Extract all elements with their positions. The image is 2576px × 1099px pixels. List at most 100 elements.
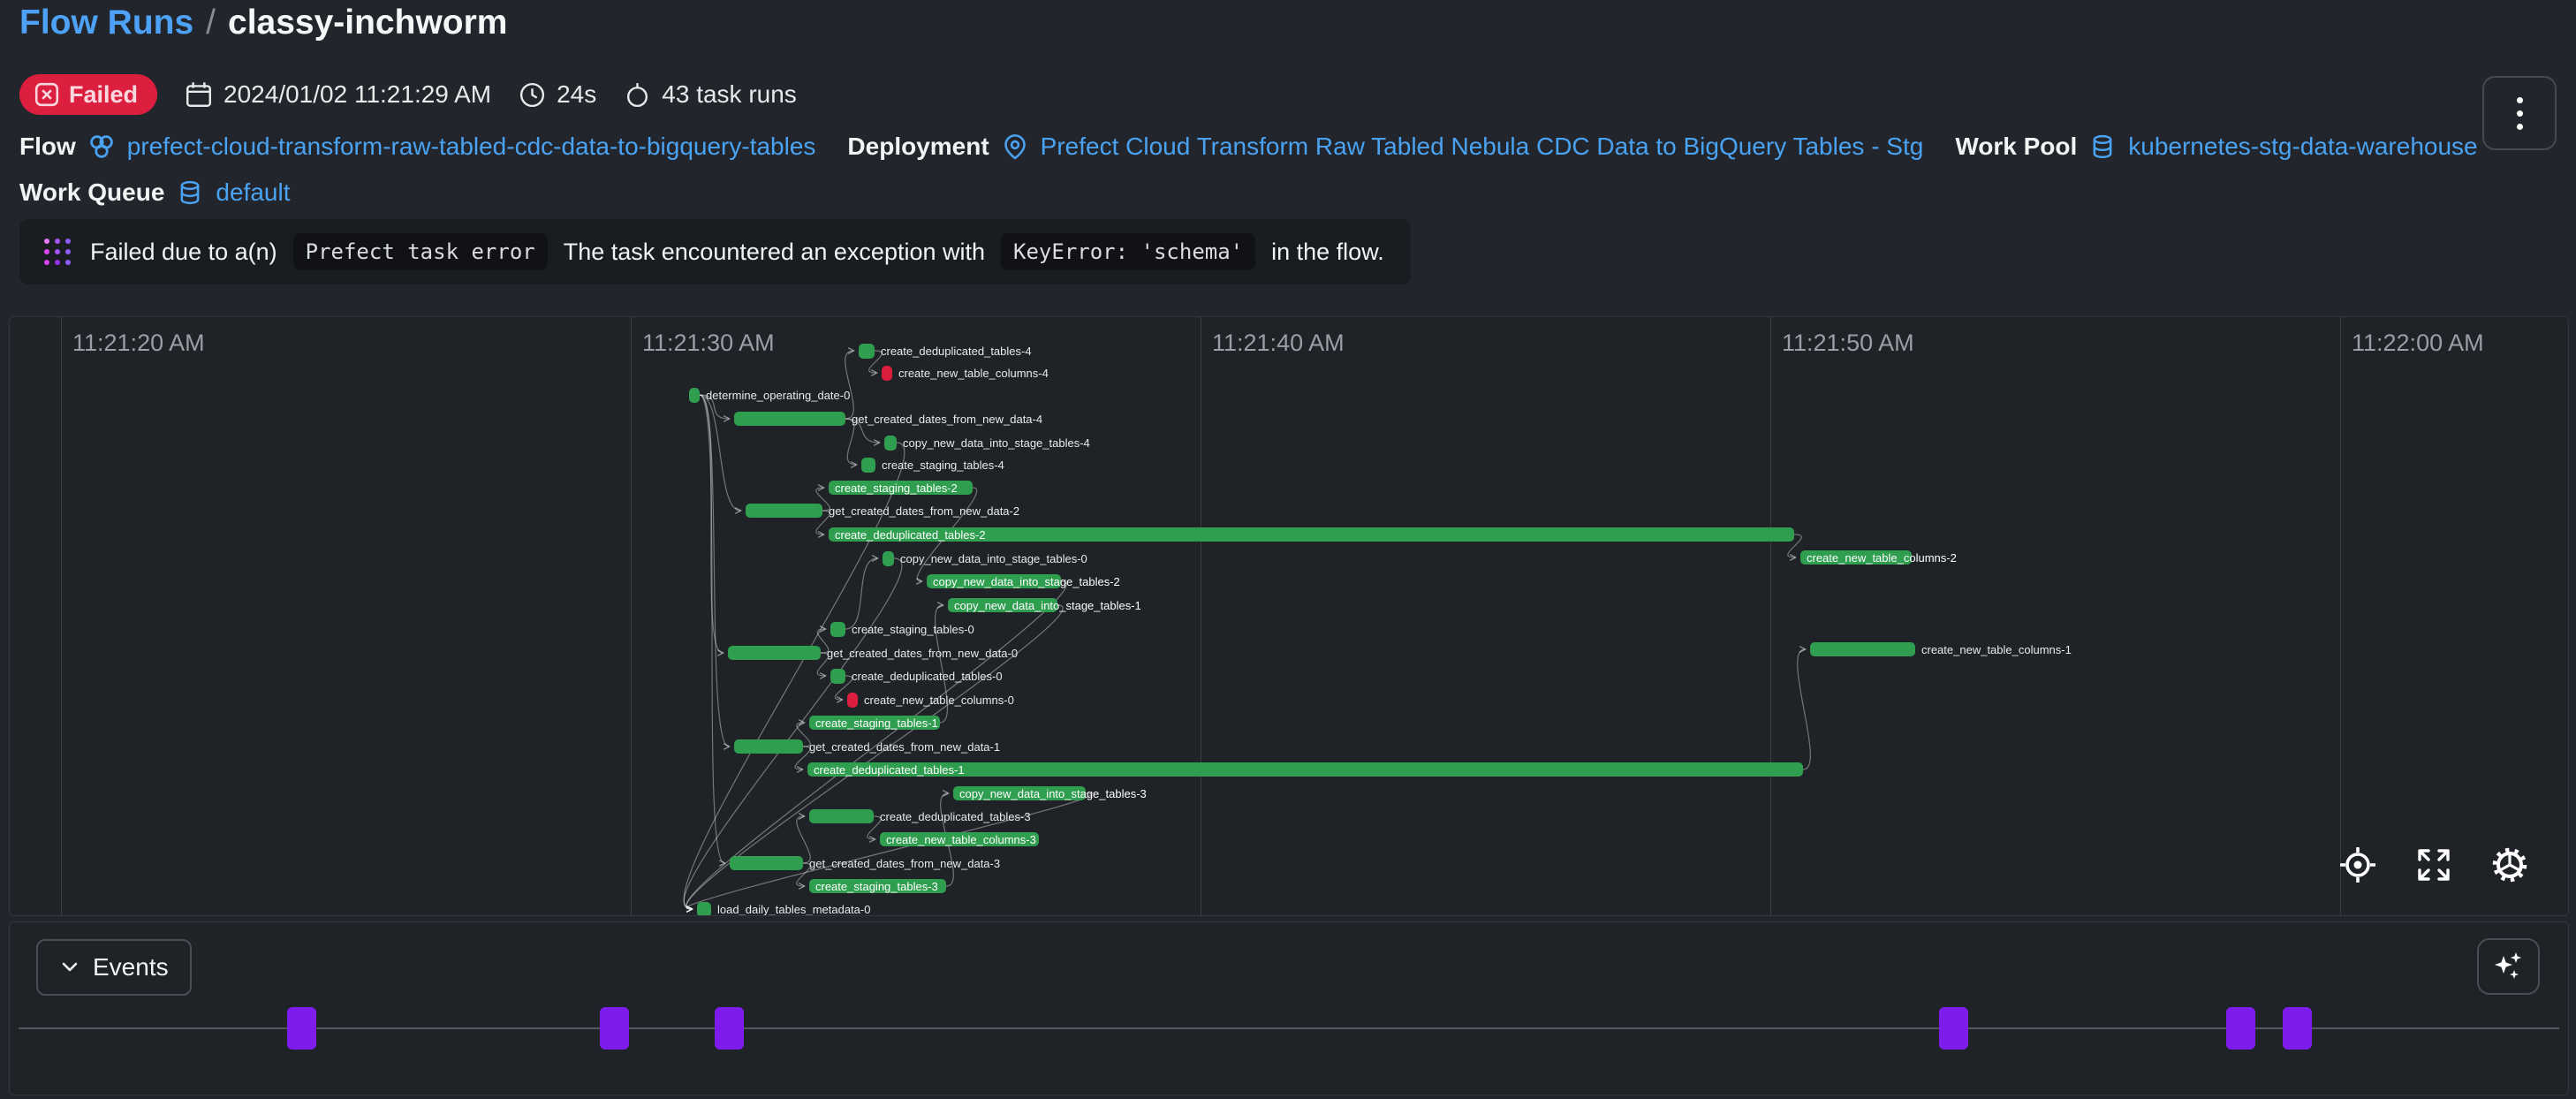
task-bar-copy_new_data_into_stage_tables-0[interactable] [883, 551, 894, 566]
task-bar-copy_new_data_into_stage_tables-4[interactable] [884, 436, 897, 451]
dependency-edge [816, 629, 830, 654]
flow-link[interactable]: prefect-cloud-transform-raw-tabled-cdc-d… [126, 133, 816, 160]
timeline-settings-gear-button[interactable] [2489, 845, 2530, 885]
task-bar-create_staging_tables-1[interactable] [809, 716, 940, 730]
task-bar-create_deduplicated_tables-3[interactable] [809, 809, 874, 823]
breadcrumb-flow-runs-link[interactable]: Flow Runs [19, 4, 194, 42]
time-axis-label: 11:21:40 AM [1212, 330, 1345, 356]
task-bar-create_staging_tables-2[interactable] [829, 481, 973, 495]
work-queue-row: Work Queue default [19, 178, 309, 207]
dependency-edge [686, 604, 1064, 909]
run-actions-menu-button[interactable] [2482, 76, 2557, 150]
task-bar-create_staging_tables-0[interactable] [830, 622, 845, 637]
task-bar-get_created_dates_from_new_data-3[interactable] [730, 856, 803, 870]
task-bar-load_daily_tables_metadata-0[interactable] [697, 902, 711, 915]
task-label: create_staging_tables-0 [852, 623, 974, 636]
page-title: classy-inchworm [228, 4, 508, 42]
chevron-down-icon [59, 957, 80, 978]
time-axis-label: 11:21:50 AM [1782, 330, 1914, 356]
error-type-pill: Prefect task error [292, 233, 548, 270]
task-bar-create_deduplicated_tables-4[interactable] [859, 344, 875, 359]
task-label: create_deduplicated_tables-1 [814, 762, 965, 777]
flow-icon [87, 133, 116, 161]
work-queue-relation: Work Queue default [19, 178, 290, 207]
task-bar-get_created_dates_from_new_data-2[interactable] [746, 504, 822, 518]
work-queue-link[interactable]: default [216, 178, 291, 206]
task-label: create_staging_tables-3 [815, 879, 938, 893]
task-label: create_staging_tables-2 [835, 481, 958, 495]
events-toggle-button[interactable]: Events [36, 939, 192, 996]
time-gridline [1770, 317, 1771, 915]
task-bar-get_created_dates_from_new_data-0[interactable] [728, 646, 821, 660]
events-toggle-label: Events [93, 953, 169, 981]
fullscreen-expand-button[interactable] [2413, 845, 2454, 885]
dependency-edge [815, 510, 830, 534]
dependency-edge [867, 815, 882, 839]
dependency-edge [796, 862, 811, 886]
error-grid-dots-icon [41, 235, 74, 269]
task-label: copy_new_data_into_stage_tables-4 [903, 436, 1090, 450]
dependency-edge [868, 350, 883, 373]
task-bar-create_staging_tables-3[interactable] [809, 879, 946, 893]
task-bar-create_new_table_columns-4[interactable] [882, 366, 892, 381]
task-bar-create_new_table_columns-2[interactable] [1800, 550, 1912, 565]
task-bar-create_deduplicated_tables-2[interactable] [829, 527, 1794, 542]
events-timeline-axis [19, 1027, 2559, 1029]
task-label: determine_operating_date-0 [706, 389, 851, 402]
event-marker[interactable] [1939, 1007, 1968, 1050]
task-bar-determine_operating_date-0[interactable] [689, 388, 700, 403]
event-marker[interactable] [287, 1007, 316, 1050]
event-marker[interactable] [2283, 1007, 2312, 1050]
time-gridline [61, 317, 62, 915]
task-bar-copy_new_data_into_stage_tables-2[interactable] [927, 574, 1061, 588]
task-bar-create_deduplicated_tables-1[interactable] [807, 762, 1803, 777]
task-label: copy_new_data_into_stage_tables-0 [900, 552, 1087, 565]
task-bar-create_new_table_columns-0[interactable] [847, 693, 858, 708]
task-bar-get_created_dates_from_new_data-4[interactable] [734, 412, 845, 426]
duration-value: 24s [557, 80, 597, 108]
task-label: copy_new_data_into_stage_tables-2 [933, 574, 1120, 588]
error-banner: Failed due to a(n) Prefect task error Th… [19, 219, 1411, 284]
work-pool-link[interactable]: kubernetes-stg-data-warehouse [2128, 133, 2478, 160]
start-time: 2024/01/02 11:21:29 AM [184, 80, 491, 110]
task-label: create_new_table_columns-4 [898, 367, 1049, 380]
deployment-link[interactable]: Prefect Cloud Transform Raw Tabled Nebul… [1040, 133, 1924, 160]
task-label: create_deduplicated_tables-3 [880, 809, 1031, 823]
task-run-icon [623, 80, 652, 110]
dependency-edge [796, 723, 811, 747]
task-label: get_created_dates_from_new_data-3 [809, 856, 1001, 870]
events-ai-sparkles-button[interactable] [2477, 938, 2540, 995]
flow-relation: Flow prefect-cloud-transform-raw-tabled-… [19, 133, 815, 161]
task-label: load_daily_tables_metadata-0 [717, 903, 871, 916]
task-bar-copy_new_data_into_stage_tables-1[interactable] [948, 598, 1057, 612]
task-label: create_deduplicated_tables-0 [852, 670, 1003, 683]
task-bar-copy_new_data_into_stage_tables-3[interactable] [953, 786, 1086, 800]
task-label: create_new_table_columns-1 [1921, 642, 2072, 656]
error-text-middle: The task encountered an exception with [563, 238, 986, 265]
task-bar-create_new_table_columns-1[interactable] [1810, 642, 1915, 656]
dependency-edge [699, 394, 723, 653]
task-bar-get_created_dates_from_new_data-1[interactable] [734, 739, 803, 754]
flow-label: Flow [19, 133, 76, 160]
task-bar-create_staging_tables-4[interactable] [861, 458, 875, 473]
task-bar-create_deduplicated_tables-0[interactable] [830, 669, 845, 684]
dependency-edge [816, 652, 830, 676]
failed-x-icon [34, 81, 60, 108]
dependency-edge [845, 558, 877, 630]
dependency-edge [834, 675, 853, 700]
work-queue-label: Work Queue [19, 178, 165, 206]
event-marker[interactable] [2226, 1007, 2255, 1050]
event-marker[interactable] [600, 1007, 629, 1050]
status-badge-label: Failed [69, 80, 139, 108]
task-bar-create_new_table_columns-3[interactable] [880, 832, 1039, 846]
dependency-edge [845, 351, 854, 420]
duration: 24s [518, 80, 596, 110]
dependency-edge [796, 816, 811, 864]
event-marker[interactable] [715, 1007, 744, 1050]
time-axis-label: 11:21:30 AM [642, 330, 775, 356]
work-pool-stack-icon [2088, 133, 2117, 161]
clock-icon [518, 80, 547, 110]
recenter-target-button[interactable] [2337, 845, 2378, 885]
task-run-timeline-panel: 11:21:20 AM 11:21:30 AM 11:21:40 AM 11:21:5… [9, 316, 2569, 916]
